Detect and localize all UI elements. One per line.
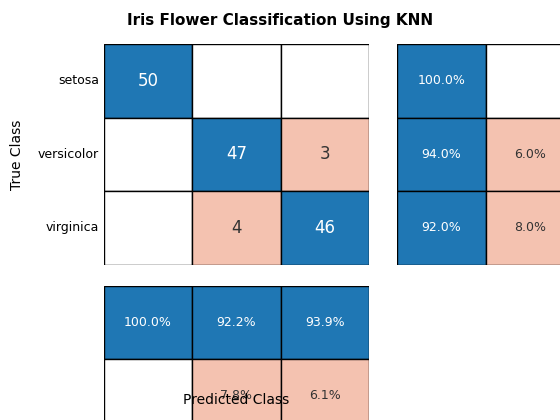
Bar xyxy=(104,118,192,191)
Text: 6.0%: 6.0% xyxy=(514,148,545,161)
Text: setosa: setosa xyxy=(58,74,99,87)
Bar xyxy=(192,44,281,118)
Text: 92.0%: 92.0% xyxy=(422,221,461,234)
Bar xyxy=(192,359,281,420)
Bar xyxy=(281,44,369,118)
Bar xyxy=(281,286,369,359)
Bar xyxy=(281,359,369,420)
Text: 4: 4 xyxy=(231,219,241,237)
Bar xyxy=(104,44,192,118)
Bar xyxy=(486,44,560,118)
Text: virginica: virginica xyxy=(46,221,99,234)
Text: 47: 47 xyxy=(226,145,247,163)
Text: 94.0%: 94.0% xyxy=(422,148,461,161)
Bar xyxy=(192,191,281,265)
Bar xyxy=(104,191,192,265)
Text: Iris Flower Classification Using KNN: Iris Flower Classification Using KNN xyxy=(127,13,433,28)
Text: 8.0%: 8.0% xyxy=(514,221,546,234)
Text: True Class: True Class xyxy=(10,119,24,189)
Text: 92.2%: 92.2% xyxy=(217,316,256,329)
Text: versicolor: versicolor xyxy=(38,148,99,161)
Text: Predicted Class: Predicted Class xyxy=(183,394,290,407)
Text: 3: 3 xyxy=(320,145,330,163)
Text: 6.1%: 6.1% xyxy=(309,389,340,402)
Text: 93.9%: 93.9% xyxy=(305,316,344,329)
Text: 7.8%: 7.8% xyxy=(220,389,253,402)
Bar xyxy=(397,118,486,191)
Bar xyxy=(281,191,369,265)
Text: 46: 46 xyxy=(314,219,335,237)
Text: 50: 50 xyxy=(137,72,158,90)
Bar xyxy=(397,191,486,265)
Bar xyxy=(281,118,369,191)
Text: 100.0%: 100.0% xyxy=(417,74,465,87)
Bar xyxy=(192,118,281,191)
Text: 100.0%: 100.0% xyxy=(124,316,172,329)
Bar xyxy=(397,44,486,118)
Bar xyxy=(104,286,192,359)
Bar xyxy=(486,191,560,265)
Bar xyxy=(104,359,192,420)
Bar xyxy=(192,286,281,359)
Bar xyxy=(486,118,560,191)
